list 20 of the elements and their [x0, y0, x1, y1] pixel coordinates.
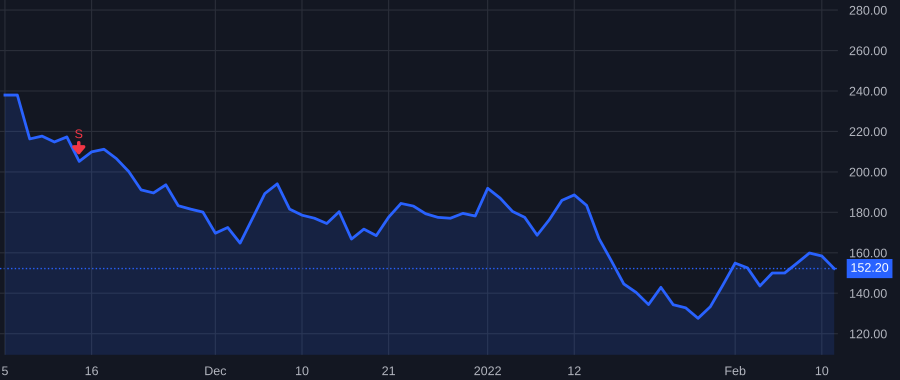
annotation: S	[75, 129, 82, 138]
y-tick-label: 240.00	[850, 86, 887, 96]
y-tick-label: 260.00	[850, 46, 887, 56]
y-tick-label: 220.00	[850, 127, 887, 136]
y-tick-label: 180.00	[850, 208, 887, 217]
x-tick-label: 10	[816, 366, 828, 376]
y-tick-label: 280.00	[850, 6, 887, 15]
x-tick-label: Feb	[725, 366, 746, 376]
x-tick-label: 2022	[474, 366, 501, 376]
x-tick-label: 16	[86, 366, 98, 376]
ref-line-label: 152.20	[851, 263, 888, 272]
x-tick-label: 12	[568, 366, 581, 376]
y-tick-label: 160.00	[850, 248, 887, 258]
x-tick-label: 5	[2, 366, 8, 376]
x-tick-label: Dec	[205, 366, 226, 376]
x-tick-label: 10	[296, 366, 308, 376]
x-tick-label: 21	[382, 366, 395, 376]
y-tick-label: 140.00	[850, 289, 887, 298]
y-tick-label: 120.00	[850, 329, 887, 338]
y-tick-label: 200.00	[850, 168, 887, 177]
